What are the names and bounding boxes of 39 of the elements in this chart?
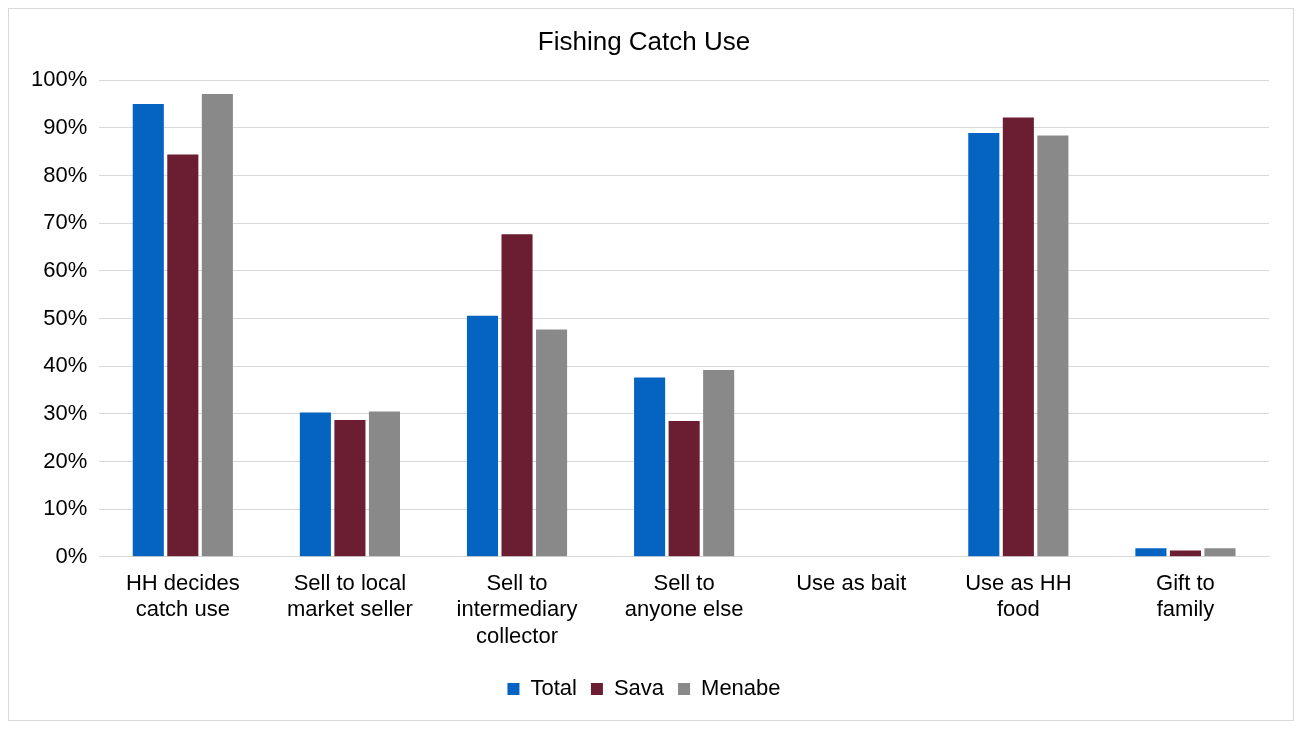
bar	[968, 133, 1000, 557]
legend-label: Total	[530, 675, 577, 701]
bar	[1037, 135, 1069, 557]
y-tick-label: 70%	[43, 209, 88, 235]
bar	[501, 234, 533, 557]
x-tick-label: Use as HH food	[965, 570, 1072, 622]
bar	[334, 420, 366, 557]
x-tick-label: HH decides catch use	[125, 570, 240, 622]
bar	[167, 154, 199, 557]
y-tick-label: 10%	[43, 495, 88, 521]
y-tick-label: 50%	[43, 304, 88, 330]
y-tick-label: 80%	[43, 161, 88, 187]
x-tick-label: Sell to intermediary collector	[456, 570, 578, 648]
bar	[1135, 548, 1167, 557]
bar	[668, 420, 700, 557]
y-tick-label: 20%	[43, 447, 88, 473]
x-tick-label: Gift to family	[1156, 570, 1215, 622]
x-tick-label: Sell to local market seller	[286, 570, 413, 622]
legend-label: Sava	[613, 675, 665, 701]
bar	[536, 329, 568, 557]
bar	[368, 411, 400, 557]
y-tick-label: 0%	[55, 542, 88, 568]
bar	[1002, 117, 1034, 557]
y-tick-label: 90%	[43, 113, 88, 139]
bar	[634, 377, 666, 557]
y-tick-label: 40%	[43, 352, 88, 378]
y-tick-label: 60%	[43, 256, 88, 282]
bar	[132, 104, 164, 557]
bar	[466, 315, 499, 557]
bar	[201, 94, 233, 557]
x-tick-label: Use as bait	[796, 570, 907, 596]
bar	[299, 412, 331, 557]
bar	[1204, 548, 1236, 557]
bar	[703, 369, 735, 557]
chart-title: Fishing Catch Use	[537, 25, 751, 56]
x-tick-label: Sell to anyone else	[624, 570, 744, 622]
legend-label: Menabe	[701, 675, 781, 701]
y-tick-label: 30%	[43, 399, 88, 425]
y-tick-label: 100%	[30, 66, 88, 92]
